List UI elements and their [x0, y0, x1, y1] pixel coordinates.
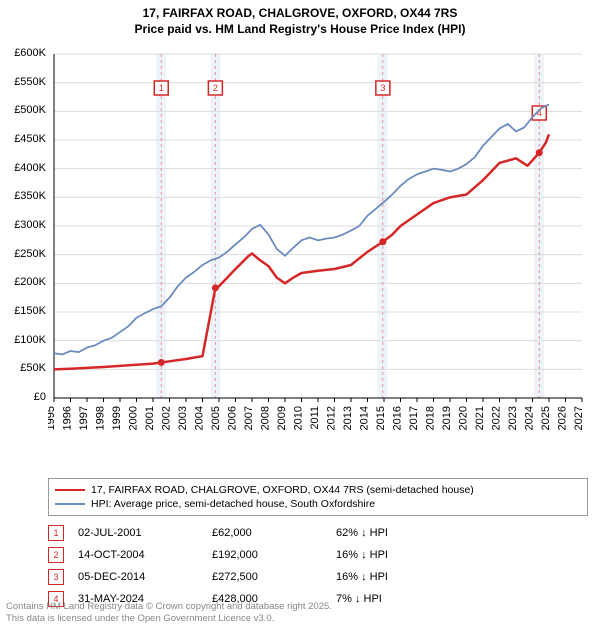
y-axis-label: £200K — [0, 276, 46, 288]
svg-text:2004: 2004 — [194, 406, 206, 430]
svg-text:2020: 2020 — [458, 406, 470, 430]
transaction-diff: 62% ↓ HPI — [336, 527, 446, 539]
y-axis-label: £550K — [0, 76, 46, 88]
svg-text:2013: 2013 — [342, 406, 354, 430]
y-axis-label: £450K — [0, 133, 46, 145]
transaction-price: £192,000 — [212, 549, 322, 561]
svg-text:2009: 2009 — [276, 406, 288, 430]
legend-item: 17, FAIRFAX ROAD, CHALGROVE, OXFORD, OX4… — [55, 483, 581, 497]
svg-text:2005: 2005 — [210, 406, 222, 430]
transaction-diff: 16% ↓ HPI — [336, 549, 446, 561]
y-axis-label: £400K — [0, 162, 46, 174]
legend-swatch — [55, 503, 85, 505]
svg-text:1996: 1996 — [62, 406, 74, 430]
transaction-price: £62,000 — [212, 527, 322, 539]
transactions-table: 1 02-JUL-2001 £62,000 62% ↓ HPI 2 14-OCT… — [48, 522, 588, 610]
svg-text:2015: 2015 — [375, 406, 387, 430]
svg-text:2016: 2016 — [392, 406, 404, 430]
price-chart: 1995 1996 1997 1998 1999 2000 2001 2002 2003 2004… — [48, 48, 588, 438]
svg-text:2007: 2007 — [243, 406, 255, 430]
chart-title-line2: Price paid vs. HM Land Registry's House … — [0, 22, 600, 36]
footer-line: This data is licensed under the Open Gov… — [6, 613, 332, 624]
y-axis-label: £50K — [0, 362, 46, 374]
svg-text:1: 1 — [159, 83, 164, 93]
legend: 17, FAIRFAX ROAD, CHALGROVE, OXFORD, OX4… — [48, 478, 588, 516]
svg-text:1999: 1999 — [111, 406, 123, 430]
transaction-date: 14-OCT-2004 — [78, 549, 198, 561]
marker-icon: 2 — [48, 547, 64, 563]
svg-text:2003: 2003 — [177, 406, 189, 430]
svg-text:2001: 2001 — [144, 406, 156, 430]
svg-text:1998: 1998 — [95, 406, 107, 430]
transaction-row: 3 05-DEC-2014 £272,500 16% ↓ HPI — [48, 566, 588, 588]
y-axis-label: £100K — [0, 334, 46, 346]
transaction-row: 2 14-OCT-2004 £192,000 16% ↓ HPI — [48, 544, 588, 566]
legend-item: HPI: Average price, semi-detached house,… — [55, 497, 581, 511]
svg-text:1995: 1995 — [48, 406, 57, 430]
svg-text:2023: 2023 — [507, 406, 519, 430]
transaction-date: 05-DEC-2014 — [78, 571, 198, 583]
transaction-diff: 7% ↓ HPI — [336, 593, 446, 605]
marker-icon: 1 — [48, 525, 64, 541]
svg-text:2019: 2019 — [441, 406, 453, 430]
svg-text:2027: 2027 — [573, 406, 585, 430]
svg-text:2002: 2002 — [161, 406, 173, 430]
legend-label: 17, FAIRFAX ROAD, CHALGROVE, OXFORD, OX4… — [91, 484, 474, 496]
transaction-row: 1 02-JUL-2001 £62,000 62% ↓ HPI — [48, 522, 588, 544]
svg-text:2011: 2011 — [309, 406, 321, 430]
svg-text:2022: 2022 — [491, 406, 503, 430]
y-axis-label: £350K — [0, 190, 46, 202]
svg-text:3: 3 — [380, 83, 385, 93]
y-axis-label: £300K — [0, 219, 46, 231]
svg-text:2017: 2017 — [408, 406, 420, 430]
footer-line: Contains HM Land Registry data © Crown c… — [6, 601, 332, 612]
svg-text:2014: 2014 — [359, 406, 371, 430]
svg-text:2008: 2008 — [260, 406, 272, 430]
svg-text:2010: 2010 — [293, 406, 305, 430]
svg-text:2: 2 — [213, 83, 218, 93]
svg-text:2026: 2026 — [557, 406, 569, 430]
svg-text:2006: 2006 — [227, 406, 239, 430]
y-axis-label: £250K — [0, 248, 46, 260]
legend-swatch — [55, 489, 85, 492]
transaction-price: £272,500 — [212, 571, 322, 583]
legend-label: HPI: Average price, semi-detached house,… — [91, 498, 375, 510]
transaction-date: 02-JUL-2001 — [78, 527, 198, 539]
svg-text:2025: 2025 — [540, 406, 552, 430]
chart-title-line1: 17, FAIRFAX ROAD, CHALGROVE, OXFORD, OX4… — [0, 6, 600, 20]
svg-text:2021: 2021 — [474, 406, 486, 430]
footer-attribution: Contains HM Land Registry data © Crown c… — [6, 601, 332, 624]
y-axis-label: £500K — [0, 104, 46, 116]
y-axis-label: £600K — [0, 47, 46, 59]
svg-text:2018: 2018 — [425, 406, 437, 430]
marker-icon: 3 — [48, 569, 64, 585]
svg-text:2012: 2012 — [326, 406, 338, 430]
y-axis-label: £150K — [0, 305, 46, 317]
svg-text:2000: 2000 — [128, 406, 140, 430]
svg-text:1997: 1997 — [78, 406, 90, 430]
transaction-diff: 16% ↓ HPI — [336, 571, 446, 583]
y-axis-label: £0 — [0, 391, 46, 403]
svg-text:2024: 2024 — [524, 406, 536, 430]
